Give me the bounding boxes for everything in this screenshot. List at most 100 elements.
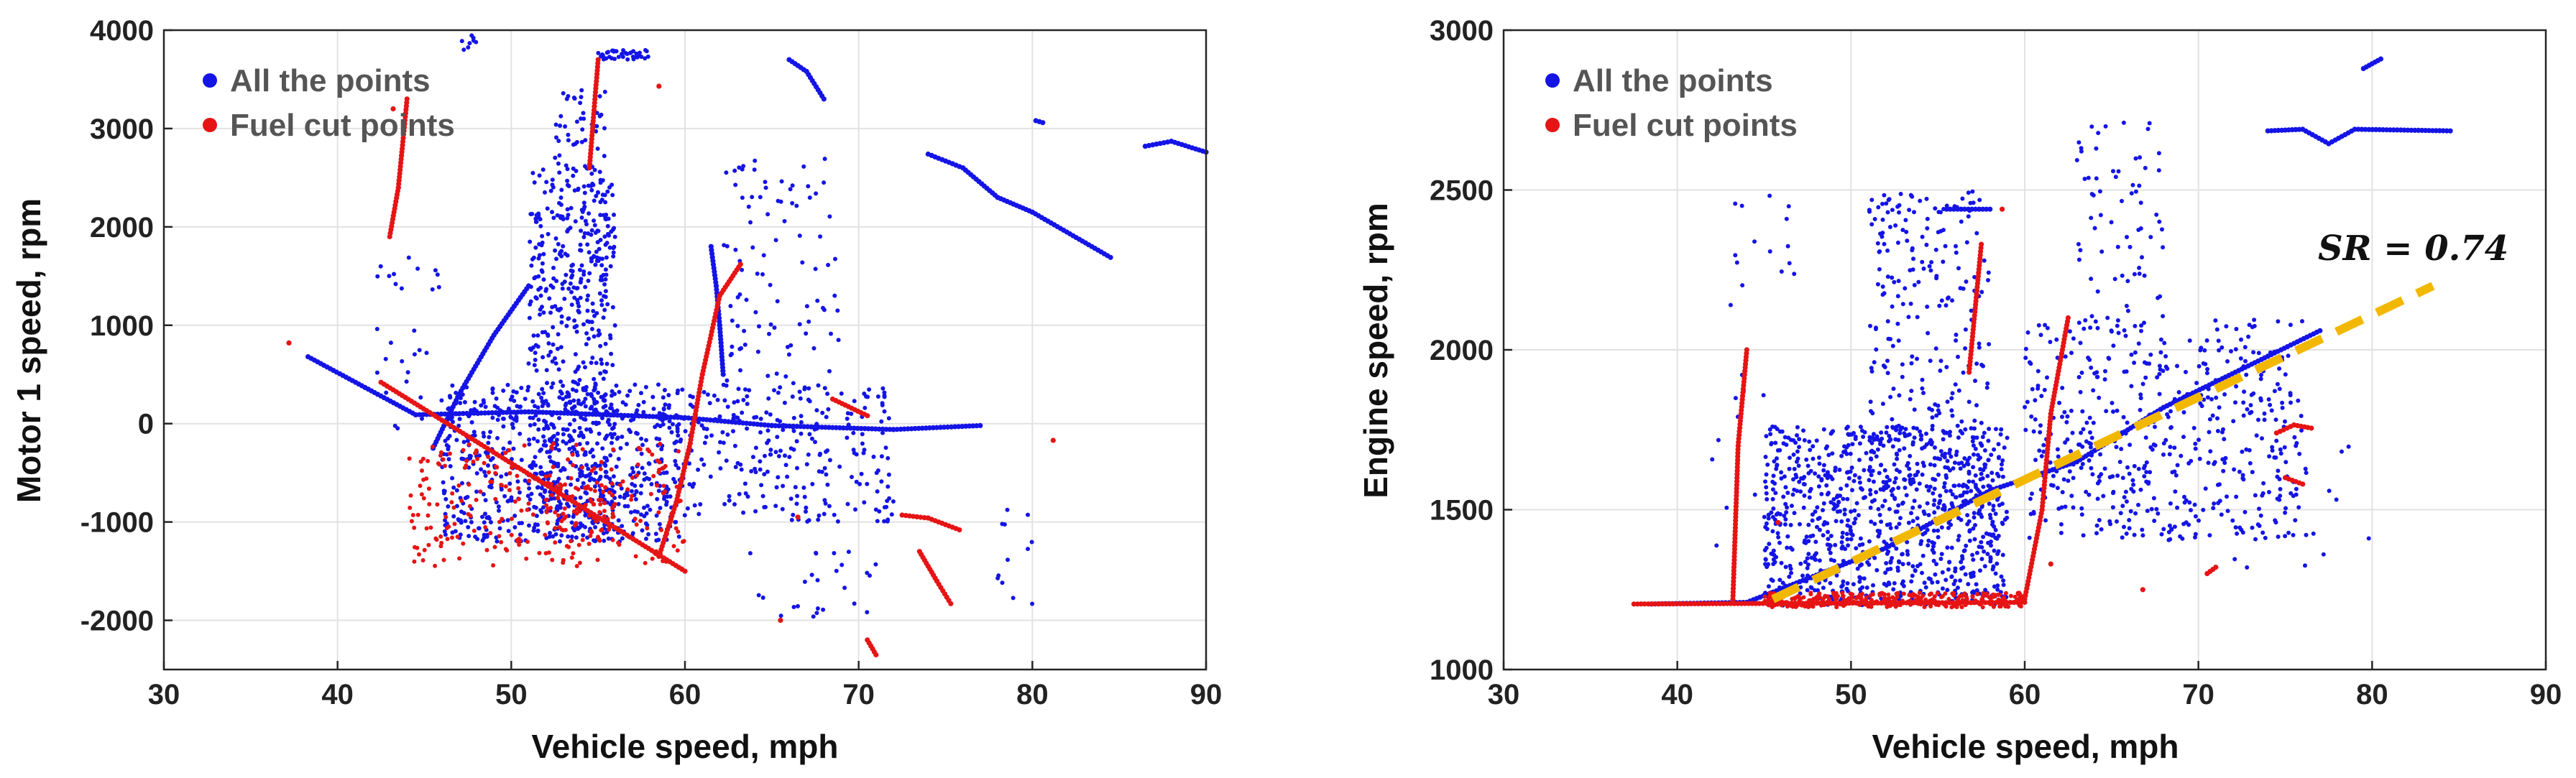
all-points-marker xyxy=(2130,478,2135,483)
all-points-marker xyxy=(1900,552,1905,557)
all-points-marker xyxy=(2230,518,2235,523)
all-points-marker xyxy=(2267,490,2271,494)
all-points-marker xyxy=(530,462,535,467)
all-points-marker xyxy=(610,406,614,411)
fuel-cut-marker xyxy=(553,510,558,515)
all-points-marker xyxy=(2080,461,2085,466)
all-points-marker xyxy=(2078,389,2083,394)
all-points-marker xyxy=(462,399,467,404)
all-points-marker xyxy=(1949,396,1954,401)
all-points-marker xyxy=(602,154,607,159)
all-points-marker xyxy=(615,436,620,441)
all-points-marker xyxy=(1908,453,1913,458)
fuel-cut-marker xyxy=(500,483,504,488)
all-points-marker xyxy=(767,331,771,336)
all-points-marker xyxy=(581,200,586,205)
all-points-marker xyxy=(566,138,571,143)
all-points-marker xyxy=(822,157,827,162)
all-points-marker xyxy=(2001,578,2006,583)
all-points-marker xyxy=(639,512,643,517)
all-points-marker xyxy=(1775,531,1780,536)
all-points-marker xyxy=(833,256,837,261)
all-points-marker xyxy=(2131,489,2136,494)
all-points-marker xyxy=(2069,494,2074,499)
all-points-marker xyxy=(2199,404,2204,409)
all-points-marker xyxy=(1991,504,1996,509)
all-points-marker xyxy=(1821,427,1826,432)
all-points-marker xyxy=(778,613,783,619)
all-points-marker xyxy=(535,529,540,534)
all-points-marker xyxy=(1965,513,1970,518)
legend: All the points Fuel cut points xyxy=(203,63,455,143)
all-points-marker xyxy=(688,402,693,407)
all-points-marker xyxy=(603,369,608,374)
all-points-marker xyxy=(2193,446,2198,451)
all-points-marker xyxy=(2060,415,2064,420)
all-points-marker xyxy=(702,462,707,467)
fuel-cut-marker xyxy=(574,443,579,448)
all-points-marker xyxy=(531,436,536,441)
all-points-marker xyxy=(438,411,444,417)
all-points-marker xyxy=(2193,514,2198,519)
all-points-marker xyxy=(2181,522,2186,527)
all-points-marker xyxy=(496,504,501,509)
all-points-marker xyxy=(1823,473,1828,478)
all-points-marker xyxy=(1906,561,1911,566)
all-points-marker xyxy=(1882,539,1887,545)
all-points-marker xyxy=(587,271,592,276)
all-points-marker xyxy=(1789,504,1794,509)
all-points-marker xyxy=(536,287,541,292)
all-points-marker xyxy=(1932,463,1937,468)
all-points-marker xyxy=(1867,435,1872,440)
fuel-cut-marker xyxy=(583,503,588,507)
all-points-marker xyxy=(2048,340,2053,344)
all-points-marker xyxy=(1854,546,1859,551)
all-points-marker xyxy=(2297,451,2302,456)
all-points-marker xyxy=(668,494,673,499)
fuel-cut-marker xyxy=(522,443,527,448)
all-points-marker xyxy=(1870,411,1875,416)
all-points-marker xyxy=(420,412,426,417)
all-points-marker xyxy=(2127,518,2132,522)
all-points-marker xyxy=(2000,474,2005,479)
all-points-marker xyxy=(813,440,817,445)
all-points-marker xyxy=(1826,537,1831,542)
fuel-cut-marker xyxy=(661,483,666,488)
fuel-cut-marker xyxy=(436,461,441,466)
all-points-marker xyxy=(1941,485,1946,489)
all-points-marker xyxy=(2071,505,2076,510)
all-points-marker xyxy=(512,514,518,518)
all-points-marker xyxy=(806,518,811,523)
all-points-marker xyxy=(1941,429,1946,434)
all-points-marker xyxy=(2111,169,2115,174)
all-points-marker xyxy=(1961,370,1966,375)
fuel-cut-marker xyxy=(525,507,530,512)
all-points-marker xyxy=(2157,392,2162,397)
all-points-marker xyxy=(731,429,735,434)
all-points-marker xyxy=(1907,208,1912,213)
all-points-marker xyxy=(562,297,567,301)
all-points-marker xyxy=(2094,176,2099,181)
all-points-marker xyxy=(541,251,546,256)
all-points-marker xyxy=(1774,466,1779,471)
all-points-marker xyxy=(548,188,553,193)
all-points-marker xyxy=(1911,480,1916,485)
all-points-marker xyxy=(1783,565,1788,570)
all-points-marker xyxy=(702,440,707,445)
all-points-marker xyxy=(1770,496,1775,501)
all-points-marker xyxy=(459,509,464,514)
all-points-marker xyxy=(586,211,592,216)
all-points-marker xyxy=(538,465,543,470)
all-points-marker xyxy=(612,323,617,328)
all-points-marker xyxy=(567,422,572,427)
all-points-marker xyxy=(851,448,856,453)
all-points-marker xyxy=(1826,547,1831,552)
all-points-marker xyxy=(853,507,857,512)
all-points-marker xyxy=(557,395,562,400)
all-points-marker xyxy=(1906,520,1911,525)
all-points-marker xyxy=(1869,456,1873,461)
all-points-marker xyxy=(1924,242,1929,247)
fuel-cut-marker xyxy=(551,465,556,469)
all-points-marker xyxy=(802,579,807,584)
all-points-marker xyxy=(1845,581,1850,585)
